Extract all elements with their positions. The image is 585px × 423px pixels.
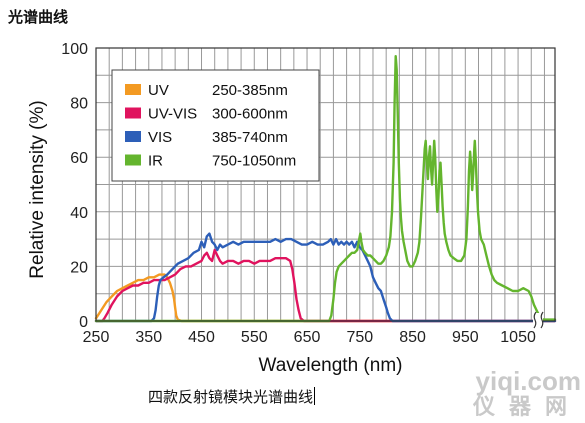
legend-name: UV <box>148 82 169 99</box>
y-tick-label: 40 <box>70 205 88 222</box>
series-line-uv <box>94 273 557 323</box>
tick-labels: 250 350 450 550 650 750 850 950 1050 0 20 40 60 80 100 <box>61 41 536 346</box>
chart-series-layer <box>94 55 557 323</box>
page-heading: 光谱曲线 <box>8 8 69 26</box>
x-tick-label: 650 <box>294 329 321 346</box>
x-tick-label: 850 <box>399 329 426 346</box>
x-axis-break-mark <box>533 311 544 329</box>
x-tick-label: 450 <box>188 329 215 346</box>
watermark-text: yiqi.com <box>475 366 581 396</box>
legend-swatch-ir <box>125 154 141 166</box>
watermark-subtext: 仪器网 <box>472 394 581 419</box>
legend-swatch-vis <box>125 131 141 142</box>
axis-break-gap <box>533 313 543 329</box>
x-tick-label: 250 <box>83 329 110 346</box>
y-tick-label: 20 <box>70 259 88 276</box>
y-tick-label: 80 <box>70 96 88 113</box>
caption-text: 四款反射镜模块光谱曲线 <box>148 388 314 406</box>
spectrum-chart: 250 350 450 550 650 750 850 950 1050 0 20 40 60 80 100… <box>27 41 557 376</box>
series-line-uv-vis <box>94 248 557 323</box>
y-tick-label: 100 <box>61 41 88 58</box>
axis-break-line <box>540 311 544 329</box>
legend-name: VIS <box>148 129 172 146</box>
axis-break-line <box>533 311 537 329</box>
legend-name: IR <box>148 153 163 170</box>
y-axis-label: Relative intensity (%) <box>27 100 48 278</box>
x-tick-label: 750 <box>346 329 373 346</box>
x-tick-label: 1050 <box>500 329 536 346</box>
text-cursor <box>314 387 316 405</box>
y-tick-label: 60 <box>70 150 88 167</box>
legend-range: 385-740nm <box>212 129 288 146</box>
legend-range: 300-600nm <box>212 106 288 123</box>
watermark-logo: yiqi.com 仪器网 <box>441 368 581 420</box>
y-tick-label: 0 <box>79 314 88 331</box>
x-tick-label: 350 <box>135 329 162 346</box>
chart-legend: UV 250-385nm UV-VIS 300-600nm VIS 385-740nm IR… <box>111 69 320 182</box>
legend-swatch-uv-vis <box>125 107 141 119</box>
series-line-vis <box>94 232 557 323</box>
series-line-ir <box>94 55 557 323</box>
plot-frame <box>95 47 556 322</box>
legend-range: 750-1050nm <box>212 153 296 170</box>
legend-swatch-uv <box>125 84 141 95</box>
figure-caption: 四款反射镜模块光谱曲线 <box>148 386 316 407</box>
legend-name: UV-VIS <box>148 106 197 123</box>
legend-box <box>111 69 320 182</box>
x-tick-label: 950 <box>452 329 479 346</box>
legend-range: 250-385nm <box>212 82 288 99</box>
x-tick-label: 550 <box>241 329 268 346</box>
x-axis-label: Wavelength (nm) <box>259 355 403 376</box>
